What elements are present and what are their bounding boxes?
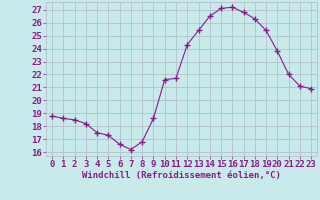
X-axis label: Windchill (Refroidissement éolien,°C): Windchill (Refroidissement éolien,°C): [82, 171, 281, 180]
